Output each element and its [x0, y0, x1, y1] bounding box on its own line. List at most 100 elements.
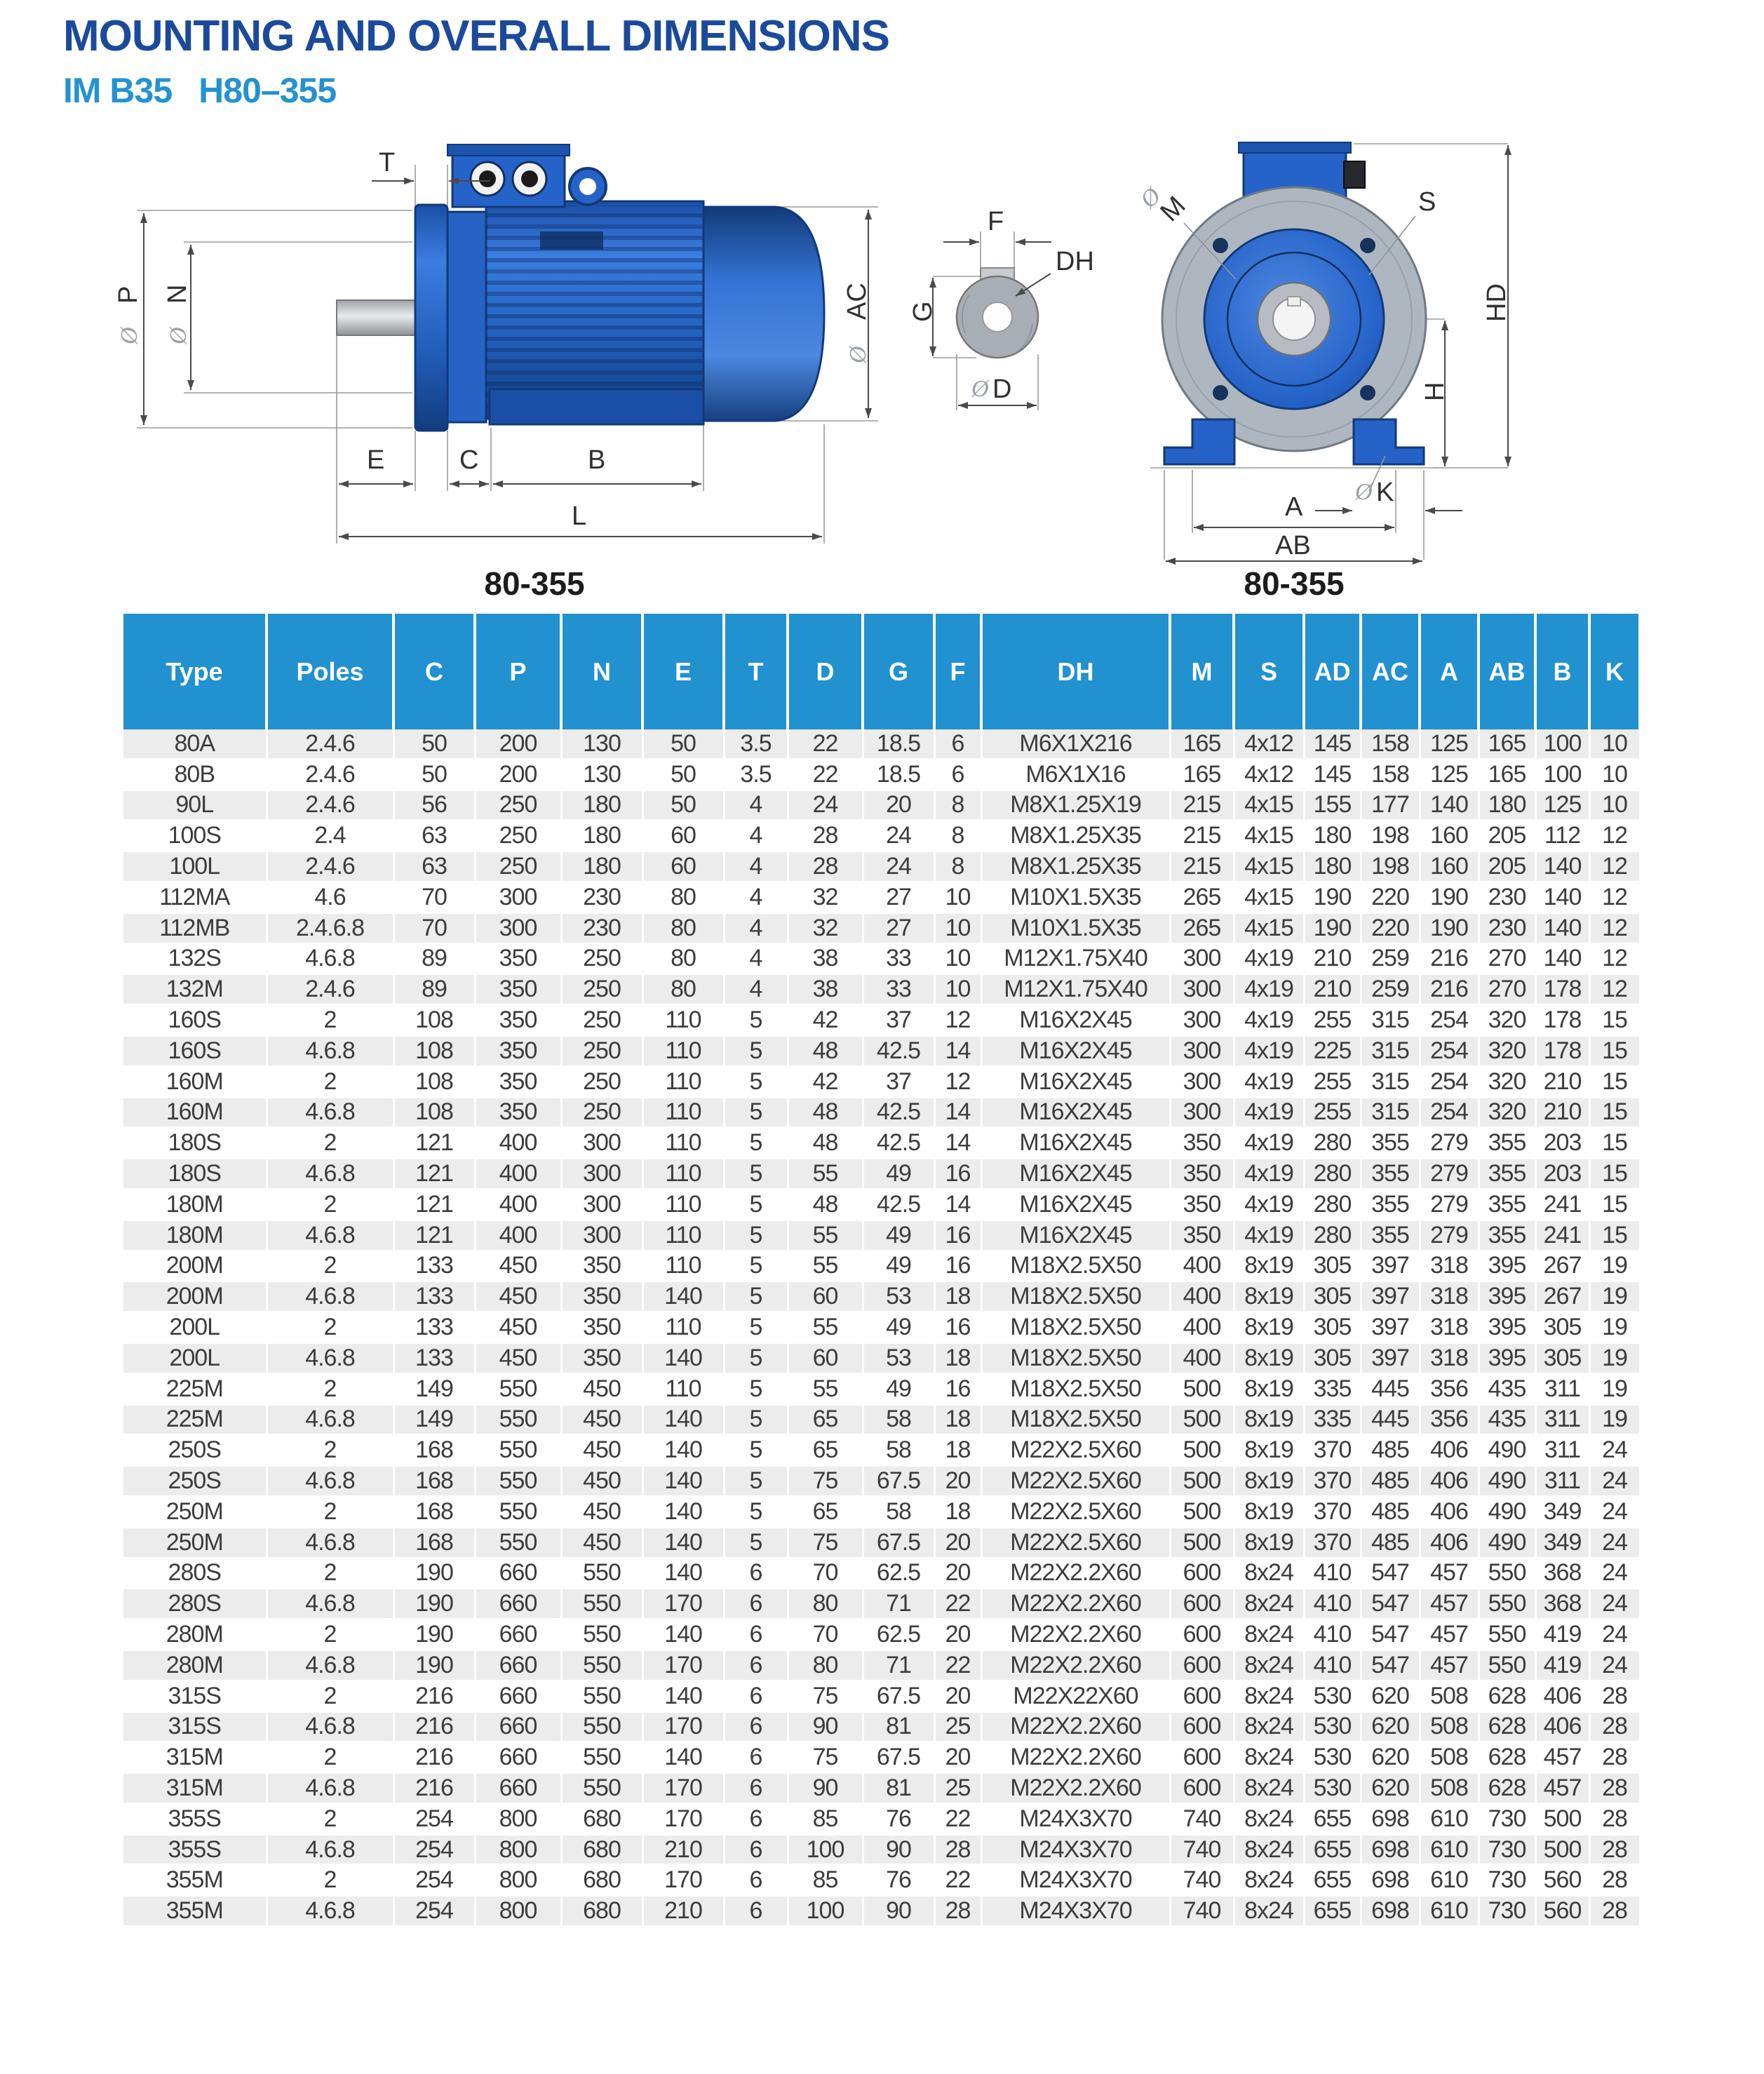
cell: 400 — [475, 1189, 563, 1221]
cell: 280 — [1304, 1189, 1362, 1221]
cell: 450 — [475, 1342, 563, 1375]
cell: 267 — [1535, 1281, 1591, 1314]
cell: 55 — [788, 1373, 864, 1406]
cell: 22 — [934, 1588, 983, 1621]
phi-symbol-k: Ø — [1354, 479, 1373, 505]
cell: 110 — [642, 1158, 725, 1190]
cell: 210 — [642, 1895, 725, 1928]
cell: 48 — [788, 1035, 864, 1068]
cell: 254 — [1420, 1097, 1480, 1129]
cell: 660 — [475, 1772, 563, 1805]
cell: 335 — [1304, 1373, 1362, 1406]
cell: 24 — [1589, 1588, 1641, 1621]
cell: 230 — [561, 882, 644, 914]
column-header-ac: AC — [1361, 614, 1421, 729]
cell: 53 — [863, 1342, 936, 1375]
cell: 406 — [1420, 1465, 1480, 1497]
cell: 4x19 — [1234, 1220, 1305, 1252]
cell: 168 — [393, 1434, 476, 1467]
cell: 315M — [123, 1742, 268, 1775]
cell: 160M — [123, 1066, 268, 1098]
table-row: 280S 2 190 660 550 140 6 70 62.5 20 M22X2.2X60 600 8… — [123, 1558, 1641, 1590]
cell: 168 — [393, 1496, 476, 1528]
page-subtitle-im: IM B35 — [63, 71, 173, 111]
cell: 450 — [561, 1434, 644, 1467]
cell: 37 — [863, 1066, 936, 1098]
cell: 10 — [934, 913, 983, 945]
cell: 133 — [393, 1342, 476, 1375]
cell: 530 — [1304, 1711, 1362, 1744]
cell: 140 — [642, 1558, 725, 1590]
phi-symbol-n: Ø — [166, 326, 191, 345]
cell: 550 — [1479, 1619, 1537, 1651]
cell: 550 — [475, 1465, 563, 1497]
cell: 6 — [724, 1742, 789, 1775]
cell: 200L — [123, 1312, 268, 1344]
cell: 445 — [1361, 1404, 1421, 1436]
cell: 311 — [1535, 1434, 1591, 1467]
cell: 547 — [1361, 1619, 1421, 1651]
cell: 133 — [393, 1251, 476, 1283]
cell: 165 — [1170, 759, 1235, 791]
cell: 160 — [1420, 820, 1480, 853]
column-header-b: B — [1535, 614, 1591, 729]
cell: 445 — [1361, 1373, 1421, 1406]
cell: 18 — [934, 1281, 983, 1314]
table-header-row: Type Poles C P N E T D G F DH M S AD AC A AB B K — [123, 614, 1641, 729]
cell: 698 — [1361, 1864, 1421, 1897]
cell: 16 — [934, 1158, 983, 1190]
cell: 58 — [863, 1404, 936, 1436]
cell: 2 — [267, 1373, 395, 1406]
cell: 740 — [1170, 1834, 1235, 1866]
cell: 12 — [1589, 882, 1641, 914]
cell: 397 — [1361, 1251, 1421, 1283]
cell: 4x15 — [1234, 820, 1305, 853]
cell: 10 — [1589, 790, 1641, 822]
cell: 4.6.8 — [267, 1772, 395, 1805]
cell: 60 — [788, 1342, 864, 1375]
cell: 60 — [642, 820, 725, 853]
cell: 24 — [1589, 1527, 1641, 1559]
cell: 216 — [393, 1681, 476, 1713]
phi-symbol-d: Ø — [971, 376, 990, 402]
cell: 140 — [642, 1619, 725, 1651]
cell: 125 — [1420, 759, 1480, 791]
terminal-box — [451, 149, 566, 208]
cell: 55 — [788, 1251, 864, 1283]
cell: 12 — [1589, 974, 1641, 1006]
cell: 280S — [123, 1558, 268, 1590]
column-header-dh: DH — [981, 614, 1171, 729]
cell: 8x24 — [1234, 1558, 1305, 1590]
cell: 300 — [561, 1189, 644, 1221]
cell: M22X2.2X60 — [981, 1711, 1171, 1744]
cell: 5 — [724, 1527, 789, 1559]
cell: 550 — [561, 1588, 644, 1621]
cell: 140 — [1535, 882, 1591, 914]
cell: 349 — [1535, 1496, 1591, 1528]
cell: 2.4.6.8 — [267, 913, 395, 945]
cell: 628 — [1479, 1711, 1537, 1744]
motor-fan-cowl — [702, 206, 826, 422]
cell: 63 — [393, 820, 476, 853]
table-row: 180M 2 121 400 300 110 5 48 42.5 14 M16X2X45 350 4x1… — [123, 1189, 1641, 1221]
cell: 10 — [934, 974, 983, 1006]
cell: 335 — [1304, 1404, 1362, 1436]
cell: 5 — [724, 1342, 789, 1375]
cell: 62.5 — [863, 1558, 936, 1590]
cell: 410 — [1304, 1619, 1362, 1651]
cell: 655 — [1304, 1803, 1362, 1836]
cell: 177 — [1361, 790, 1421, 822]
cell: 100 — [1535, 729, 1591, 760]
cell: 406 — [1420, 1496, 1480, 1528]
cell: M18X2.5X50 — [981, 1342, 1171, 1375]
cell: 24 — [863, 851, 936, 883]
cell: 740 — [1170, 1864, 1235, 1897]
cell: 300 — [1170, 1035, 1235, 1068]
cell: 350 — [475, 974, 563, 1006]
cell: 250 — [561, 1066, 644, 1098]
cell: 2 — [267, 1127, 395, 1160]
cell: 350 — [1170, 1127, 1235, 1160]
column-header-g: G — [863, 614, 936, 729]
cell: 28 — [1589, 1834, 1641, 1866]
cell: 3.5 — [724, 759, 789, 791]
